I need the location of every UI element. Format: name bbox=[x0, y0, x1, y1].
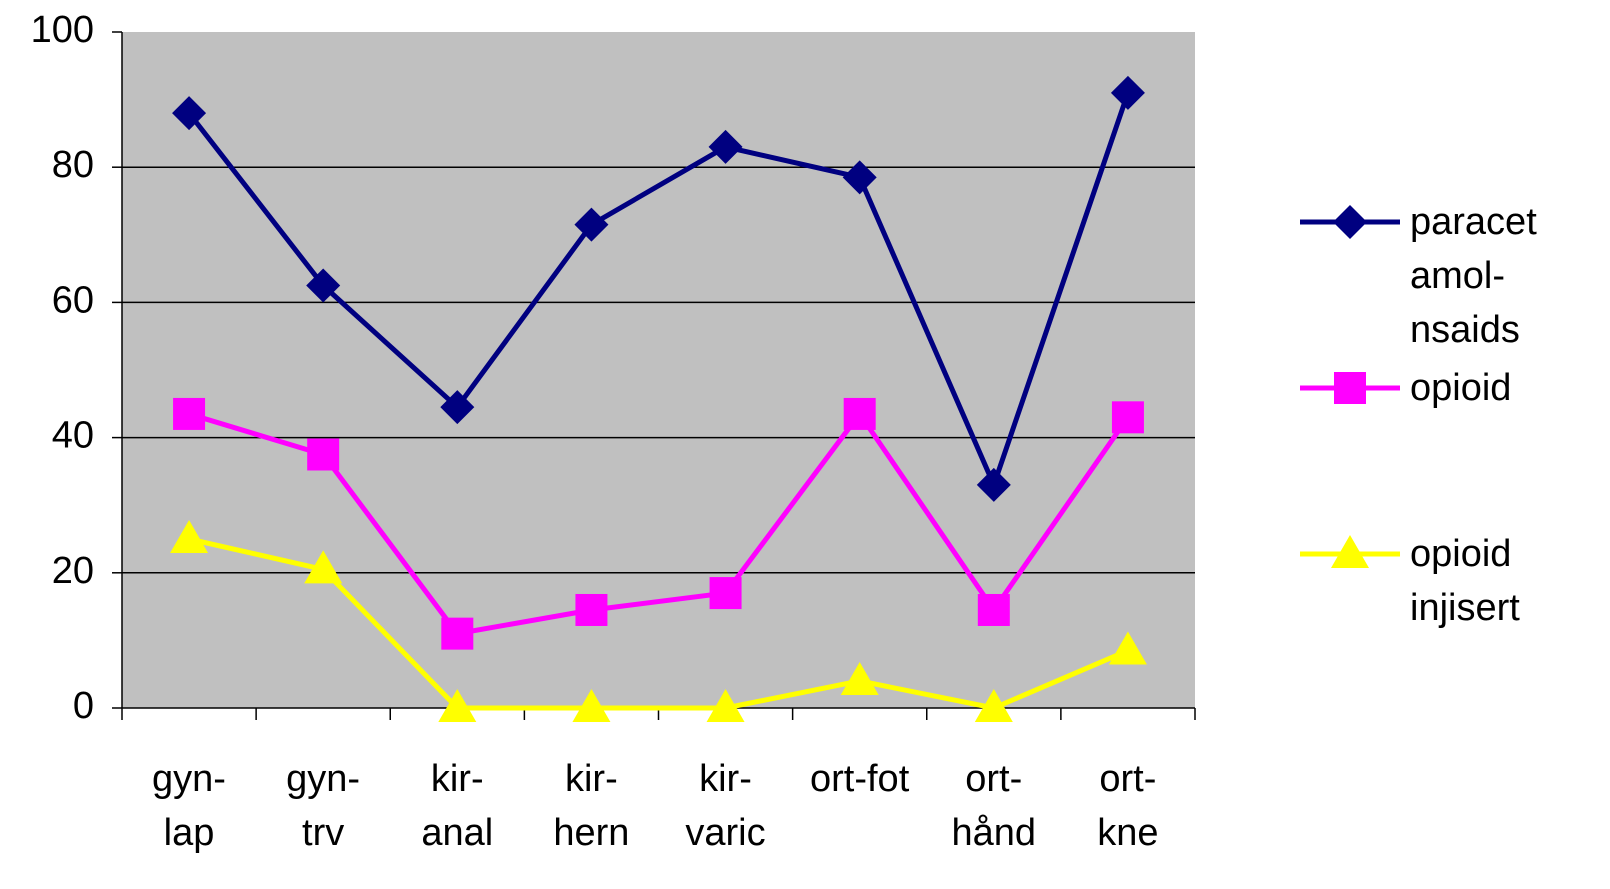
y-tick-label: 40 bbox=[52, 415, 94, 457]
marker bbox=[173, 397, 206, 430]
y-tick-label: 60 bbox=[52, 279, 94, 321]
marker bbox=[1334, 372, 1366, 404]
marker bbox=[572, 689, 611, 722]
marker bbox=[170, 520, 209, 553]
marker bbox=[1111, 401, 1144, 434]
x-tick-label: ort- hånd bbox=[951, 758, 1037, 854]
x-tick-label: ort- kne bbox=[1097, 758, 1159, 854]
marker bbox=[440, 390, 475, 425]
marker bbox=[843, 397, 876, 430]
marker bbox=[840, 661, 879, 695]
marker bbox=[842, 160, 877, 195]
y-tick-label: 100 bbox=[31, 9, 94, 51]
marker bbox=[706, 689, 745, 722]
legend-label: opioid bbox=[1410, 367, 1512, 409]
marker bbox=[307, 438, 340, 471]
legend-label: opioid injisert bbox=[1410, 533, 1520, 629]
y-tick-label: 0 bbox=[73, 685, 94, 727]
marker bbox=[575, 593, 608, 626]
marker bbox=[1331, 535, 1369, 568]
marker bbox=[1108, 631, 1147, 665]
y-tick-label: 20 bbox=[52, 550, 94, 592]
x-tick-label: kir- anal bbox=[421, 758, 494, 854]
x-tick-label: kir- hern bbox=[553, 758, 630, 854]
marker bbox=[306, 268, 341, 303]
marker bbox=[172, 96, 207, 131]
y-tick-label: 80 bbox=[52, 144, 94, 186]
x-tick-label: gyn- lap bbox=[152, 758, 226, 854]
marker bbox=[441, 617, 474, 650]
legend-label: paracet amol- nsaids bbox=[1410, 201, 1537, 351]
marker bbox=[977, 593, 1010, 626]
series-line bbox=[188, 536, 1129, 711]
marker bbox=[304, 550, 343, 584]
marker bbox=[709, 577, 742, 610]
marker bbox=[974, 689, 1013, 722]
x-tick-label: kir- varic bbox=[685, 758, 766, 854]
marker bbox=[438, 689, 477, 722]
marker bbox=[976, 467, 1011, 502]
marker bbox=[1110, 75, 1145, 110]
x-tick-label: ort-fot bbox=[810, 758, 910, 800]
x-tick-label: gyn- trv bbox=[286, 758, 361, 854]
marker bbox=[574, 207, 609, 242]
series-line bbox=[187, 92, 1131, 492]
plot-area bbox=[122, 32, 1195, 708]
series-line bbox=[188, 409, 1130, 637]
marker bbox=[708, 129, 743, 164]
marker bbox=[1333, 205, 1367, 239]
